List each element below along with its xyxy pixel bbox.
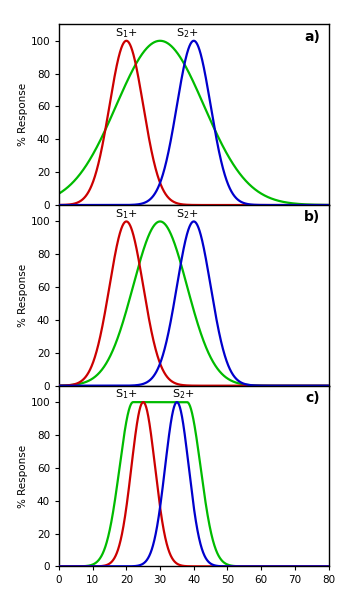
- Text: S$_1$+: S$_1$+: [115, 26, 137, 40]
- Y-axis label: % Response: % Response: [18, 83, 28, 146]
- Y-axis label: % Response: % Response: [18, 445, 28, 507]
- Text: S$_1$+: S$_1$+: [115, 207, 137, 220]
- Text: S$_2$+: S$_2$+: [176, 26, 198, 40]
- Text: S$_2$+: S$_2$+: [173, 387, 195, 401]
- Y-axis label: % Response: % Response: [18, 264, 28, 327]
- Text: b): b): [304, 211, 320, 225]
- Text: a): a): [305, 30, 320, 44]
- Text: c): c): [306, 391, 320, 405]
- Text: S$_2$+: S$_2$+: [176, 207, 198, 220]
- Text: S$_1$+: S$_1$+: [115, 387, 137, 401]
